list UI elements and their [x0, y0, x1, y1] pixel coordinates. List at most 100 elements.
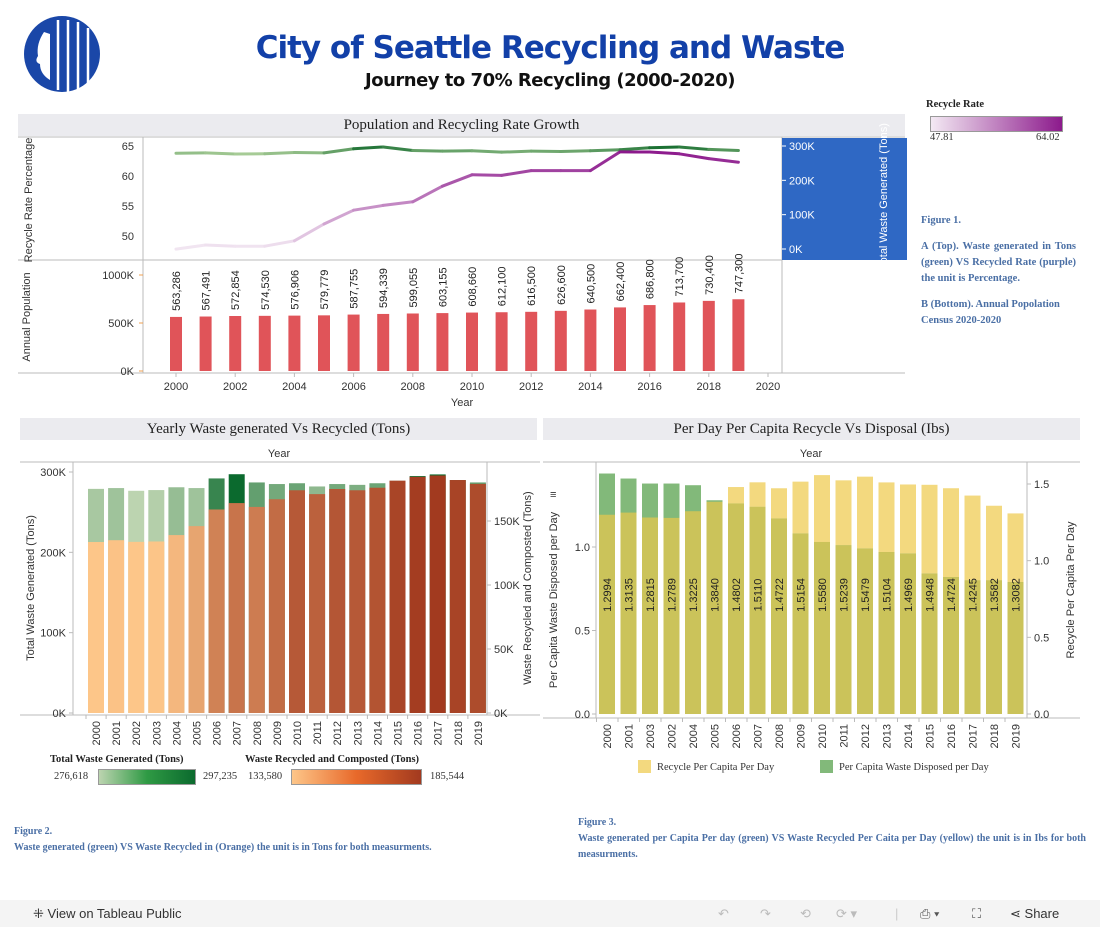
recycle-legend-label: Recycle Per Capita Per Day: [657, 762, 775, 773]
year-label: 2015: [925, 724, 937, 748]
right-axis-title: Waste Recycled and Composted (Tons): [522, 491, 534, 684]
redo-icon[interactable]: ↷: [760, 906, 771, 921]
share-button[interactable]: ⋖ Share: [1010, 906, 1059, 922]
recycle-rate-line-segment: [411, 184, 444, 204]
figure2-caption: Figure 2. Waste generated (green) VS Was…: [14, 824, 534, 856]
recycle-rate-line-segment: [204, 243, 237, 248]
chart3-title: Per Day Per Capita Recycle Vs Disposal (…: [543, 418, 1080, 440]
recycle-rate-max: 64.02: [1036, 132, 1060, 143]
year-tick-label: 2018: [697, 381, 721, 393]
year-label: 2012: [860, 724, 872, 748]
overlap-bar: [964, 580, 981, 714]
waste-line-segment: [263, 151, 296, 156]
population-label: 612,100: [497, 266, 509, 306]
year-label: 2014: [903, 724, 915, 748]
figure1-a: A (Top). Waste generated in Tons (green)…: [921, 241, 1076, 284]
waste-line-segment: [618, 146, 652, 152]
year-label: 2007: [753, 724, 765, 748]
population-bar: [584, 309, 597, 371]
waste-recycled-bar: [469, 483, 486, 713]
right-axis-title: Recycle Per Capita Per Day: [1065, 521, 1077, 658]
fullscreen-icon[interactable]: ⛶: [972, 906, 982, 921]
population-bar: [347, 314, 360, 371]
year-label: 2009: [272, 721, 284, 745]
overlap-bar: [642, 517, 658, 714]
recycle-value-label: 1.3582: [989, 578, 1001, 612]
year-tick-label: 2010: [460, 381, 484, 393]
recycle-rate-line-segment: [263, 239, 296, 248]
recycle-rate-line-segment: [292, 222, 326, 243]
waste-recycled-bar: [108, 540, 125, 713]
population-bar: [170, 316, 182, 371]
year-label: 2013: [352, 721, 364, 745]
population-label: 616,500: [526, 266, 538, 306]
population-bar: [377, 313, 390, 371]
pop-axis-title: Annual Population: [21, 272, 33, 361]
year-label: 2017: [433, 721, 445, 745]
recycle-rate-line-segment: [381, 200, 415, 207]
left-tick-label: 1.0: [575, 542, 590, 554]
year-tick-label: 2004: [282, 381, 306, 393]
population-label: 626,600: [556, 265, 568, 305]
overlap-bar: [771, 518, 787, 714]
population-bar: [406, 313, 419, 371]
left-axis-title: Per Capita Waste Disposed per Day: [548, 511, 560, 688]
overlap-bar: [921, 573, 938, 714]
year-label: 2006: [731, 724, 743, 748]
waste-tick-label: 300K: [789, 141, 815, 153]
recycle-value-label: 1.4802: [731, 578, 743, 612]
revert-icon[interactable]: ⟲: [800, 906, 811, 921]
waste-recycled-bar: [188, 526, 205, 713]
figure3-caption: Figure 3. Waste generated per Capita Per…: [578, 815, 1086, 863]
share-icon: ⋖: [1010, 906, 1021, 921]
recycle-legend-swatch: [638, 760, 651, 773]
overlap-bar: [814, 541, 830, 714]
population-label: 572,854: [230, 270, 242, 310]
undo-icon[interactable]: ↶: [718, 906, 729, 921]
population-label: 587,755: [349, 269, 361, 309]
waste-tick-label: 0K: [789, 244, 803, 256]
population-bar: [614, 307, 626, 371]
waste-recycled-bar: [88, 542, 104, 713]
tableau-icon: ⁜: [33, 906, 44, 921]
download-icon[interactable]: ⎙ ▾: [920, 906, 940, 921]
population-label: 713,700: [674, 257, 686, 297]
recycle-rate-line-segment: [500, 169, 533, 177]
waste-recycled-bar: [208, 509, 225, 713]
recycle-value-label: 1.4948: [925, 578, 937, 612]
figure3-label: Figure 3.: [578, 817, 617, 828]
recycle-value-label: 1.3840: [710, 578, 722, 612]
recycle-rate-line-segment: [322, 208, 356, 226]
waste-recycled-bar: [148, 541, 165, 713]
recycle-value-label: 1.2994: [602, 578, 614, 612]
right-tick-label: 100K: [494, 580, 520, 592]
orange-legend-max: 185,544: [430, 771, 465, 782]
overlap-bar: [943, 577, 959, 714]
population-label: 730,400: [704, 255, 716, 295]
recycle-rate-legend-title: Recycle Rate: [926, 99, 985, 110]
chart2-title: Yearly Waste generated Vs Recycled (Tons…: [20, 418, 537, 440]
left-axis-title: Total Waste Generated (Tons): [25, 515, 37, 661]
waste-recycled-bar: [429, 475, 446, 713]
recycle-value-label: 1.4969: [903, 578, 915, 612]
overlap-bar: [685, 511, 701, 714]
figure3-text: Waste generated per Capita Per day (gree…: [578, 833, 1086, 860]
year-label: 2001: [111, 721, 123, 745]
right-tick-label: 1.5: [1034, 479, 1049, 491]
waste-recycled-bar: [168, 535, 185, 713]
recycle-rate-gradient: [930, 116, 1063, 132]
green-gradient: [98, 769, 196, 785]
green-legend-max: 297,235: [203, 771, 238, 782]
recycle-rate-line-segment: [648, 150, 681, 156]
recycle-value-label: 1.3225: [688, 578, 700, 612]
refresh-icon[interactable]: ⟳ ▾: [836, 906, 858, 921]
year-label: 2016: [946, 724, 958, 748]
year-label: 2018: [453, 721, 465, 745]
page-subtitle: Journey to 70% Recycling (2000-2020): [365, 70, 735, 91]
waste-recycled-bar: [228, 503, 245, 713]
right-tick-label: 0.5: [1034, 632, 1049, 644]
recycle-value-label: 1.3082: [1011, 578, 1023, 612]
waste-recycled-bar: [409, 476, 426, 713]
year-tick-label: 2006: [341, 381, 365, 393]
view-on-tableau-button[interactable]: ⁜ View on Tableau Public: [33, 906, 181, 922]
